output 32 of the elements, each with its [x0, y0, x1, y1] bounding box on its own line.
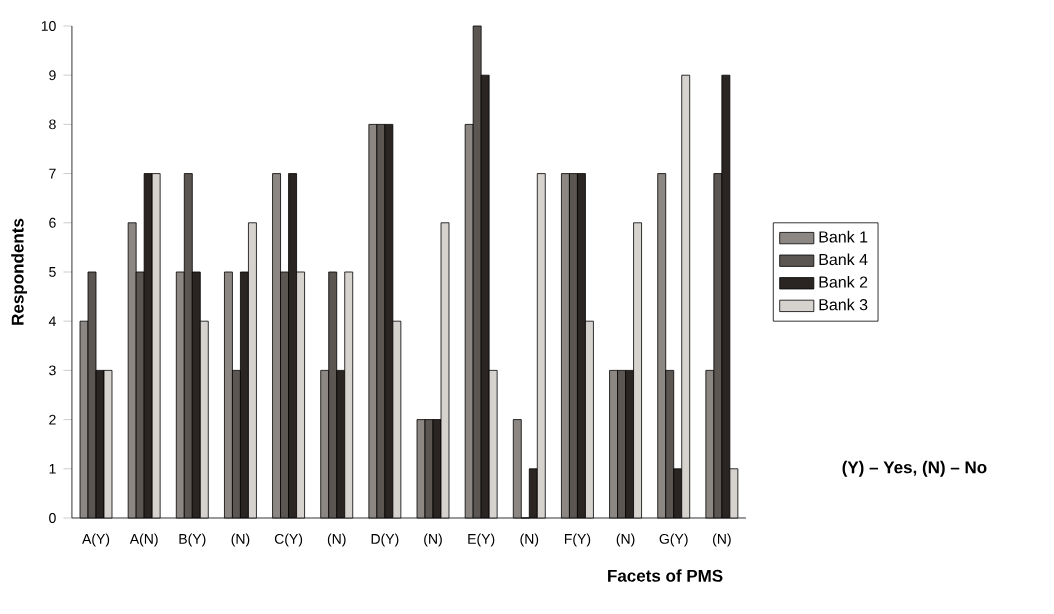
y-tick-label: 8: [49, 119, 56, 130]
x-tick-label: G(Y): [659, 533, 688, 547]
y-axis-title: Respondents: [11, 218, 28, 325]
legend-label: Bank 1: [819, 230, 868, 243]
x-tick-label: D(Y): [371, 533, 399, 547]
y-tick-label: 2: [49, 414, 56, 425]
y-tick-label: 0: [49, 513, 56, 523]
y-tick-label: 9: [49, 70, 56, 81]
x-tick-label: E(Y): [468, 533, 495, 547]
y-tick-label: 5: [49, 267, 56, 277]
legend-label: Bank 4: [819, 253, 868, 266]
x-tick-label: A(N): [129, 533, 158, 547]
y-tick-label: 10: [41, 21, 56, 31]
x-tick-label: (N): [713, 533, 731, 547]
x-tick-label: (N): [616, 533, 635, 547]
x-tick-label: (N): [327, 533, 346, 547]
text: (Y) – Yes, (N) – No: [842, 460, 987, 477]
x-tick-label: F(Y): [564, 533, 591, 547]
legend-label: Bank 3: [819, 298, 868, 311]
x-tick-label: A(Y): [82, 533, 110, 547]
y-tick-label: 7: [49, 168, 56, 179]
x-axis-title: Facets of PMS: [608, 569, 723, 582]
x-tick-label: B(Y): [179, 533, 206, 547]
x-tick-label: (N): [231, 533, 250, 547]
y-tick-label: 3: [49, 365, 56, 376]
y-tick-label: 1: [49, 463, 56, 474]
legend-label: Bank 2: [819, 275, 868, 288]
x-tick-label: (N): [424, 533, 442, 547]
y-tick-label: 6: [49, 217, 56, 228]
x-tick-label: C(Y): [274, 533, 303, 547]
x-tick-label: (N): [520, 533, 539, 547]
y-tick-label: 4: [48, 316, 56, 326]
